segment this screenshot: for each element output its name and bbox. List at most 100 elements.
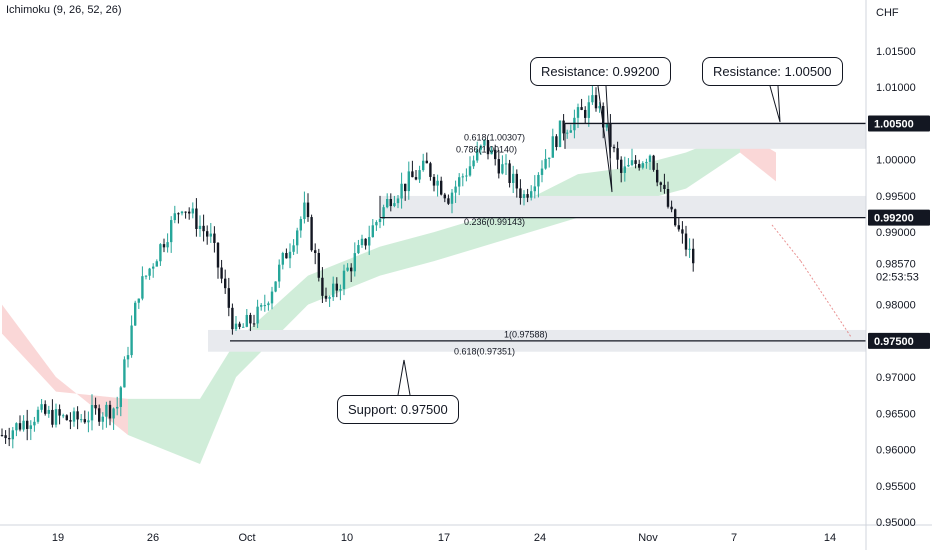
price-tick: 0.98000 bbox=[876, 300, 916, 312]
candle-body bbox=[580, 107, 583, 110]
candle-body bbox=[404, 183, 407, 192]
candle-body bbox=[202, 225, 205, 232]
time-tick: Oct bbox=[238, 532, 255, 544]
candle-body bbox=[324, 295, 328, 299]
candle-body bbox=[321, 277, 324, 296]
candle-body bbox=[134, 302, 137, 326]
candle-body bbox=[494, 149, 497, 160]
candle-body bbox=[69, 420, 72, 422]
time-tick: 17 bbox=[438, 532, 450, 544]
candle-body bbox=[191, 208, 194, 214]
candle-body bbox=[605, 123, 608, 128]
fib-label: 1(0.97588) bbox=[504, 329, 548, 339]
candle-body bbox=[382, 207, 385, 219]
candle-body bbox=[317, 252, 320, 278]
time-tick: 24 bbox=[534, 532, 546, 544]
time-tick: 7 bbox=[731, 532, 737, 544]
candle-body bbox=[245, 314, 248, 327]
candle-body bbox=[454, 186, 457, 193]
candle-body bbox=[105, 404, 108, 417]
candle-body bbox=[364, 238, 367, 246]
candle-body bbox=[389, 198, 392, 207]
time-axis[interactable]: 19 26 Oct 10 17 24 Nov 7 14 bbox=[52, 532, 836, 544]
candle-body bbox=[213, 233, 216, 243]
price-axis[interactable]: CHF 1.01500 1.01000 1.00500 1.00000 0.99500 0.… bbox=[868, 7, 930, 529]
candle-body bbox=[224, 278, 227, 289]
candle-body bbox=[576, 107, 580, 118]
candle-body bbox=[566, 132, 569, 134]
candle-body bbox=[40, 404, 43, 410]
indicator-legend[interactable]: Ichimoku (9, 26, 52, 26) bbox=[6, 4, 122, 16]
candle-body bbox=[652, 155, 655, 170]
candle-body bbox=[252, 323, 256, 325]
candle-body bbox=[90, 405, 94, 421]
candle-body bbox=[688, 248, 691, 250]
candle-body bbox=[342, 270, 346, 290]
candle-body bbox=[483, 139, 486, 146]
candle-body bbox=[641, 163, 644, 168]
candle-body bbox=[51, 409, 54, 425]
candle-body bbox=[512, 173, 515, 183]
candle-body bbox=[411, 171, 414, 178]
candle-body bbox=[501, 164, 504, 174]
candle-body bbox=[620, 159, 623, 173]
candle-body bbox=[465, 175, 468, 177]
candle-body bbox=[544, 158, 547, 169]
candle-body bbox=[432, 176, 436, 186]
candle-body bbox=[195, 208, 198, 229]
projection-segment bbox=[829, 304, 852, 338]
candle-body bbox=[666, 189, 670, 207]
candle-body bbox=[670, 206, 673, 210]
resistance-callout-0992: Resistance: 0.99200 bbox=[530, 57, 671, 86]
candle-body bbox=[346, 267, 349, 271]
candle-body bbox=[400, 183, 403, 199]
candle-body bbox=[101, 416, 104, 422]
candle-body bbox=[443, 194, 446, 199]
time-tick: 19 bbox=[52, 532, 64, 544]
candle-body bbox=[692, 248, 695, 264]
candle-body bbox=[479, 145, 482, 150]
price-tick: 0.95000 bbox=[876, 517, 916, 529]
fib-label: 0.618(0.97351) bbox=[454, 347, 515, 357]
candle-body bbox=[447, 198, 450, 204]
candle-body bbox=[15, 423, 18, 431]
candle-body bbox=[8, 438, 11, 440]
candle-body bbox=[350, 267, 353, 272]
pointer-1005 bbox=[769, 85, 781, 123]
level-lines bbox=[230, 122, 866, 342]
ichimoku-cloud bbox=[2, 130, 776, 465]
fib-label: 0.786(1.00140) bbox=[456, 145, 517, 155]
candle-body bbox=[278, 264, 281, 282]
price-tick: 0.99500 bbox=[876, 191, 916, 203]
last-price-label: 0.98570 bbox=[876, 258, 916, 270]
candle-body bbox=[497, 159, 500, 174]
cloud-segment bbox=[380, 232, 434, 276]
candle-body bbox=[645, 161, 648, 164]
candle-body bbox=[180, 211, 184, 214]
price-tick: 0.99000 bbox=[876, 227, 916, 239]
candle-body bbox=[386, 198, 389, 208]
candle-body bbox=[328, 297, 331, 299]
candle-body bbox=[314, 250, 317, 253]
price-label-box bbox=[868, 209, 930, 226]
candle-body bbox=[141, 276, 144, 299]
price-label: 0.97500 bbox=[874, 336, 914, 348]
candle-body bbox=[231, 307, 234, 330]
price-tick: 0.96500 bbox=[876, 408, 916, 420]
candle-body bbox=[533, 186, 536, 192]
candle-body bbox=[602, 106, 605, 128]
candle-body bbox=[65, 415, 68, 421]
candle-body bbox=[353, 253, 356, 272]
resistance-callout-1005: Resistance: 1.00500 bbox=[702, 57, 843, 86]
candle-body bbox=[177, 213, 180, 215]
candle-body bbox=[144, 275, 148, 277]
price-label: 1.00500 bbox=[874, 118, 914, 130]
candle-body bbox=[530, 191, 533, 198]
candle-body bbox=[58, 409, 61, 416]
candle-body bbox=[630, 160, 634, 165]
candle-body bbox=[609, 123, 612, 147]
candle-body bbox=[332, 283, 335, 298]
pointer-0975 bbox=[397, 359, 411, 396]
projection-path bbox=[771, 224, 852, 338]
